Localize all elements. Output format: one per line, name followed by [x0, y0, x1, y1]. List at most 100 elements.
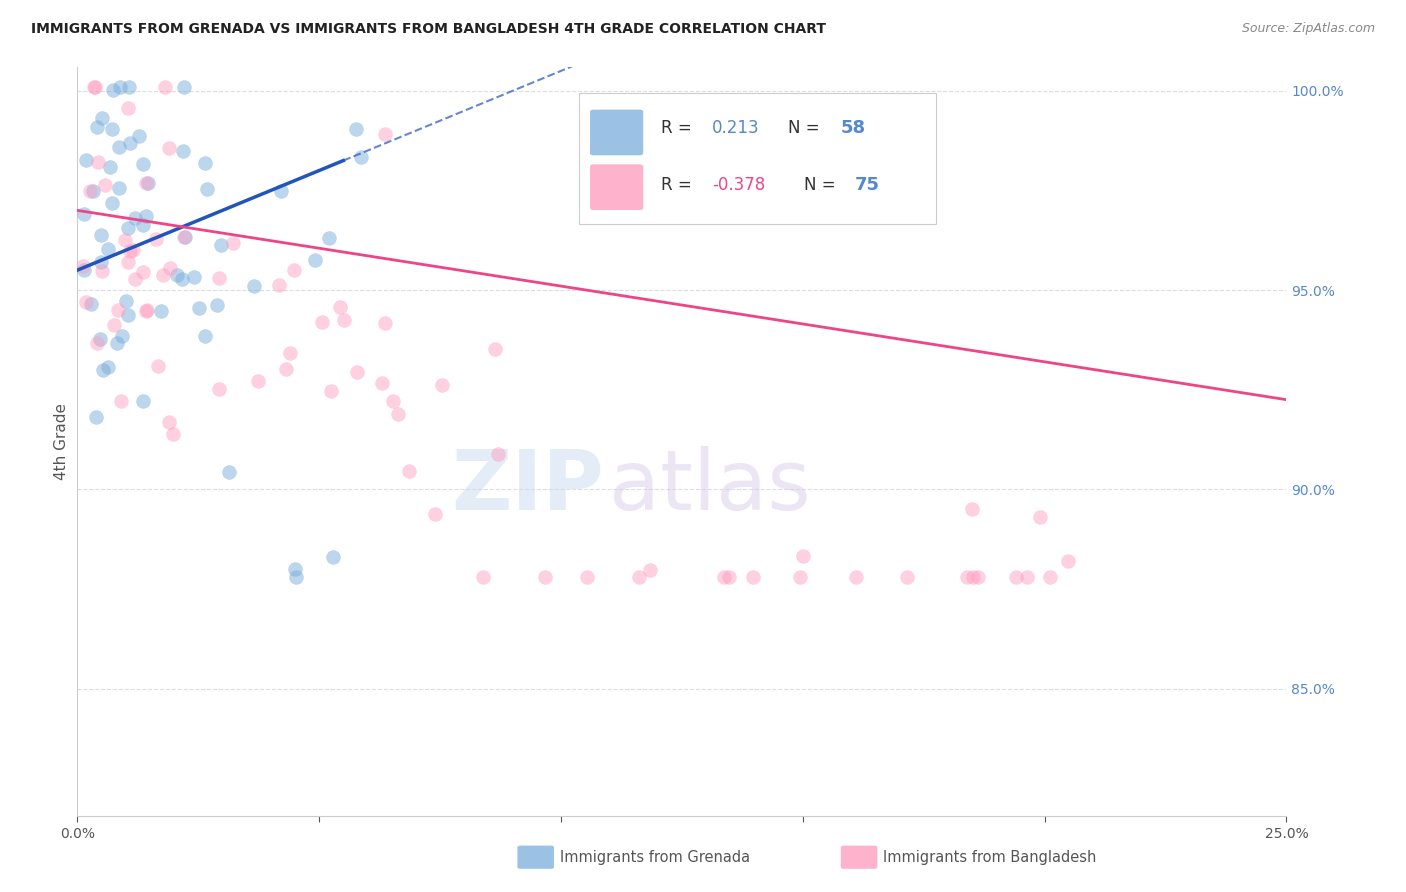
FancyBboxPatch shape [591, 164, 643, 210]
Text: Immigrants from Grenada: Immigrants from Grenada [560, 850, 749, 864]
Point [128, 129, 150, 144]
Point [86, 120, 108, 135]
Point [108, 180, 131, 194]
Point [283, 263, 305, 277]
Point [472, 570, 495, 584]
Point [94, 178, 117, 192]
Point [83, 79, 105, 94]
Point [75, 295, 97, 310]
Point [98, 160, 121, 174]
Point [84, 79, 107, 94]
Point [117, 221, 139, 235]
Point [430, 378, 453, 392]
Point [329, 300, 352, 314]
Point [207, 298, 229, 312]
Point [172, 271, 194, 285]
Point [174, 230, 197, 244]
Point [131, 157, 153, 171]
Point [101, 196, 124, 211]
Point [484, 342, 506, 356]
Point [321, 384, 343, 399]
Y-axis label: 4th Grade: 4th Grade [53, 403, 69, 480]
Text: Immigrants from Bangladesh: Immigrants from Bangladesh [883, 850, 1097, 864]
Point [1029, 510, 1052, 524]
Point [218, 466, 240, 480]
Text: 58: 58 [841, 120, 866, 137]
Point [103, 318, 125, 332]
Point [159, 261, 181, 276]
Point [86, 336, 108, 351]
Text: IMMIGRANTS FROM GRENADA VS IMMIGRANTS FROM BANGLADESH 4TH GRADE CORRELATION CHAR: IMMIGRANTS FROM GRENADA VS IMMIGRANTS FR… [31, 22, 825, 37]
Point [117, 255, 139, 269]
Point [108, 79, 131, 94]
Point [183, 270, 205, 285]
Point [117, 101, 139, 115]
Text: N =: N = [804, 177, 835, 194]
Point [132, 265, 155, 279]
Point [91, 363, 114, 377]
Point [960, 502, 983, 516]
Text: Source: ZipAtlas.com: Source: ZipAtlas.com [1241, 22, 1375, 36]
Point [111, 329, 134, 343]
Point [105, 335, 128, 350]
Point [967, 570, 990, 584]
Point [124, 271, 146, 285]
Text: ZIP: ZIP [451, 446, 603, 527]
Point [118, 79, 141, 94]
Point [333, 313, 356, 327]
FancyBboxPatch shape [579, 93, 936, 224]
Point [209, 238, 232, 252]
Point [346, 365, 368, 379]
Point [146, 359, 169, 373]
Text: 0.213: 0.213 [713, 120, 759, 137]
Point [90, 111, 112, 125]
Point [73, 263, 96, 277]
Point [194, 156, 217, 170]
Text: R =: R = [661, 120, 697, 137]
Point [423, 507, 446, 521]
Point [108, 139, 131, 153]
Text: 75: 75 [855, 177, 880, 194]
Point [243, 278, 266, 293]
Point [398, 464, 420, 478]
Point [284, 570, 307, 584]
Point [132, 394, 155, 409]
Point [188, 301, 211, 316]
Point [135, 176, 157, 190]
Point [789, 570, 811, 584]
Point [110, 393, 132, 408]
Point [135, 210, 157, 224]
Point [208, 271, 231, 285]
Point [157, 415, 180, 429]
Point [145, 232, 167, 246]
Point [387, 407, 409, 421]
Point [72, 259, 94, 273]
Point [162, 427, 184, 442]
Point [575, 570, 598, 584]
Point [371, 376, 394, 391]
Point [101, 121, 124, 136]
Point [79, 185, 101, 199]
Point [322, 550, 344, 565]
Point [792, 549, 814, 563]
Point [152, 268, 174, 282]
Point [124, 211, 146, 226]
Point [742, 570, 765, 584]
Point [1004, 570, 1026, 584]
Point [135, 302, 157, 317]
Point [208, 382, 231, 396]
Point [311, 315, 333, 329]
Point [246, 374, 269, 388]
Point [896, 570, 918, 584]
Point [153, 79, 176, 94]
Point [90, 228, 112, 243]
Point [304, 252, 326, 267]
Point [75, 153, 97, 168]
Point [173, 230, 195, 244]
Point [270, 184, 292, 198]
Point [956, 570, 979, 584]
Point [79, 297, 101, 311]
Text: -0.378: -0.378 [713, 177, 765, 194]
Point [628, 570, 651, 584]
Point [132, 218, 155, 232]
